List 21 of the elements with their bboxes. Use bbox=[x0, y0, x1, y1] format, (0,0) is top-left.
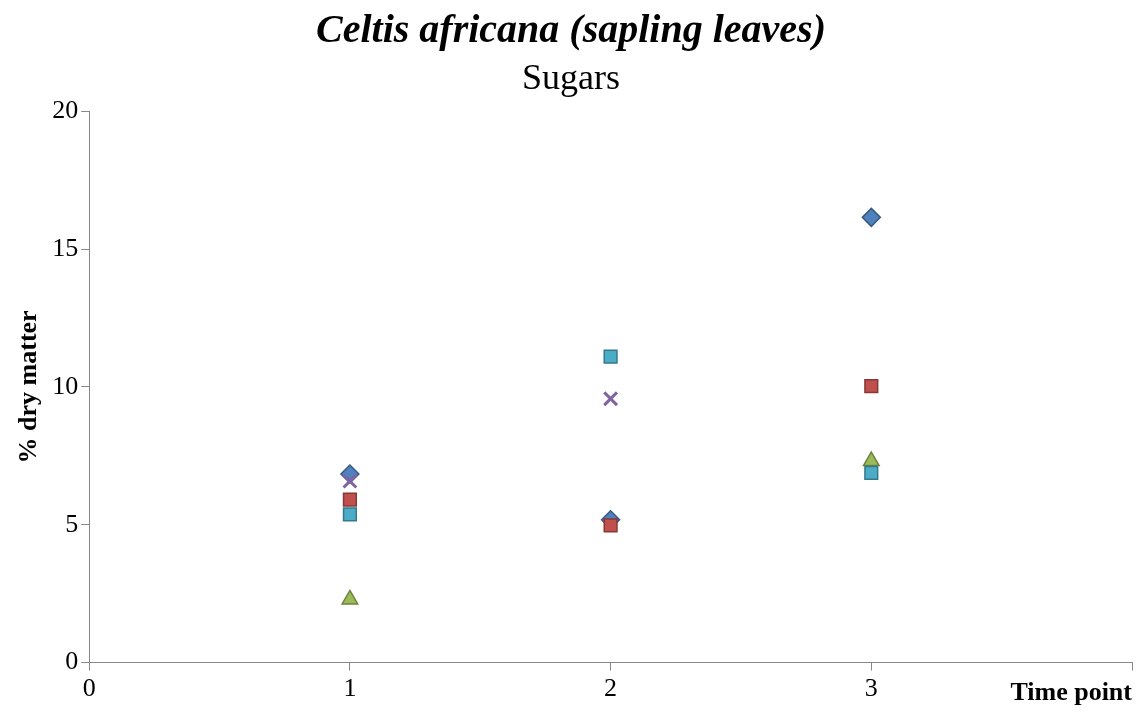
point bbox=[602, 390, 619, 407]
point bbox=[864, 378, 879, 394]
point bbox=[864, 465, 879, 481]
y-tick-label: 15 bbox=[52, 232, 79, 262]
y-tick-label: 10 bbox=[52, 370, 79, 400]
y-axis-title: % dry matter bbox=[13, 310, 43, 464]
x-axis-title: Time point bbox=[1010, 677, 1133, 707]
point bbox=[342, 473, 358, 490]
y-tick-label: 5 bbox=[65, 508, 79, 538]
chart-title: Celtis africana (sapling leaves) bbox=[316, 6, 826, 52]
y-tick-label: 20 bbox=[52, 95, 79, 125]
point bbox=[861, 207, 882, 228]
y-tick-label: 0 bbox=[65, 646, 79, 676]
x-tick-label: 1 bbox=[343, 673, 357, 703]
x-tick-label: 3 bbox=[864, 673, 878, 703]
point bbox=[603, 349, 618, 364]
point bbox=[342, 507, 358, 522]
chart-subtitle: Sugars bbox=[522, 57, 620, 98]
x-tick-label: 2 bbox=[604, 673, 618, 703]
point bbox=[603, 518, 618, 533]
point bbox=[342, 492, 358, 507]
